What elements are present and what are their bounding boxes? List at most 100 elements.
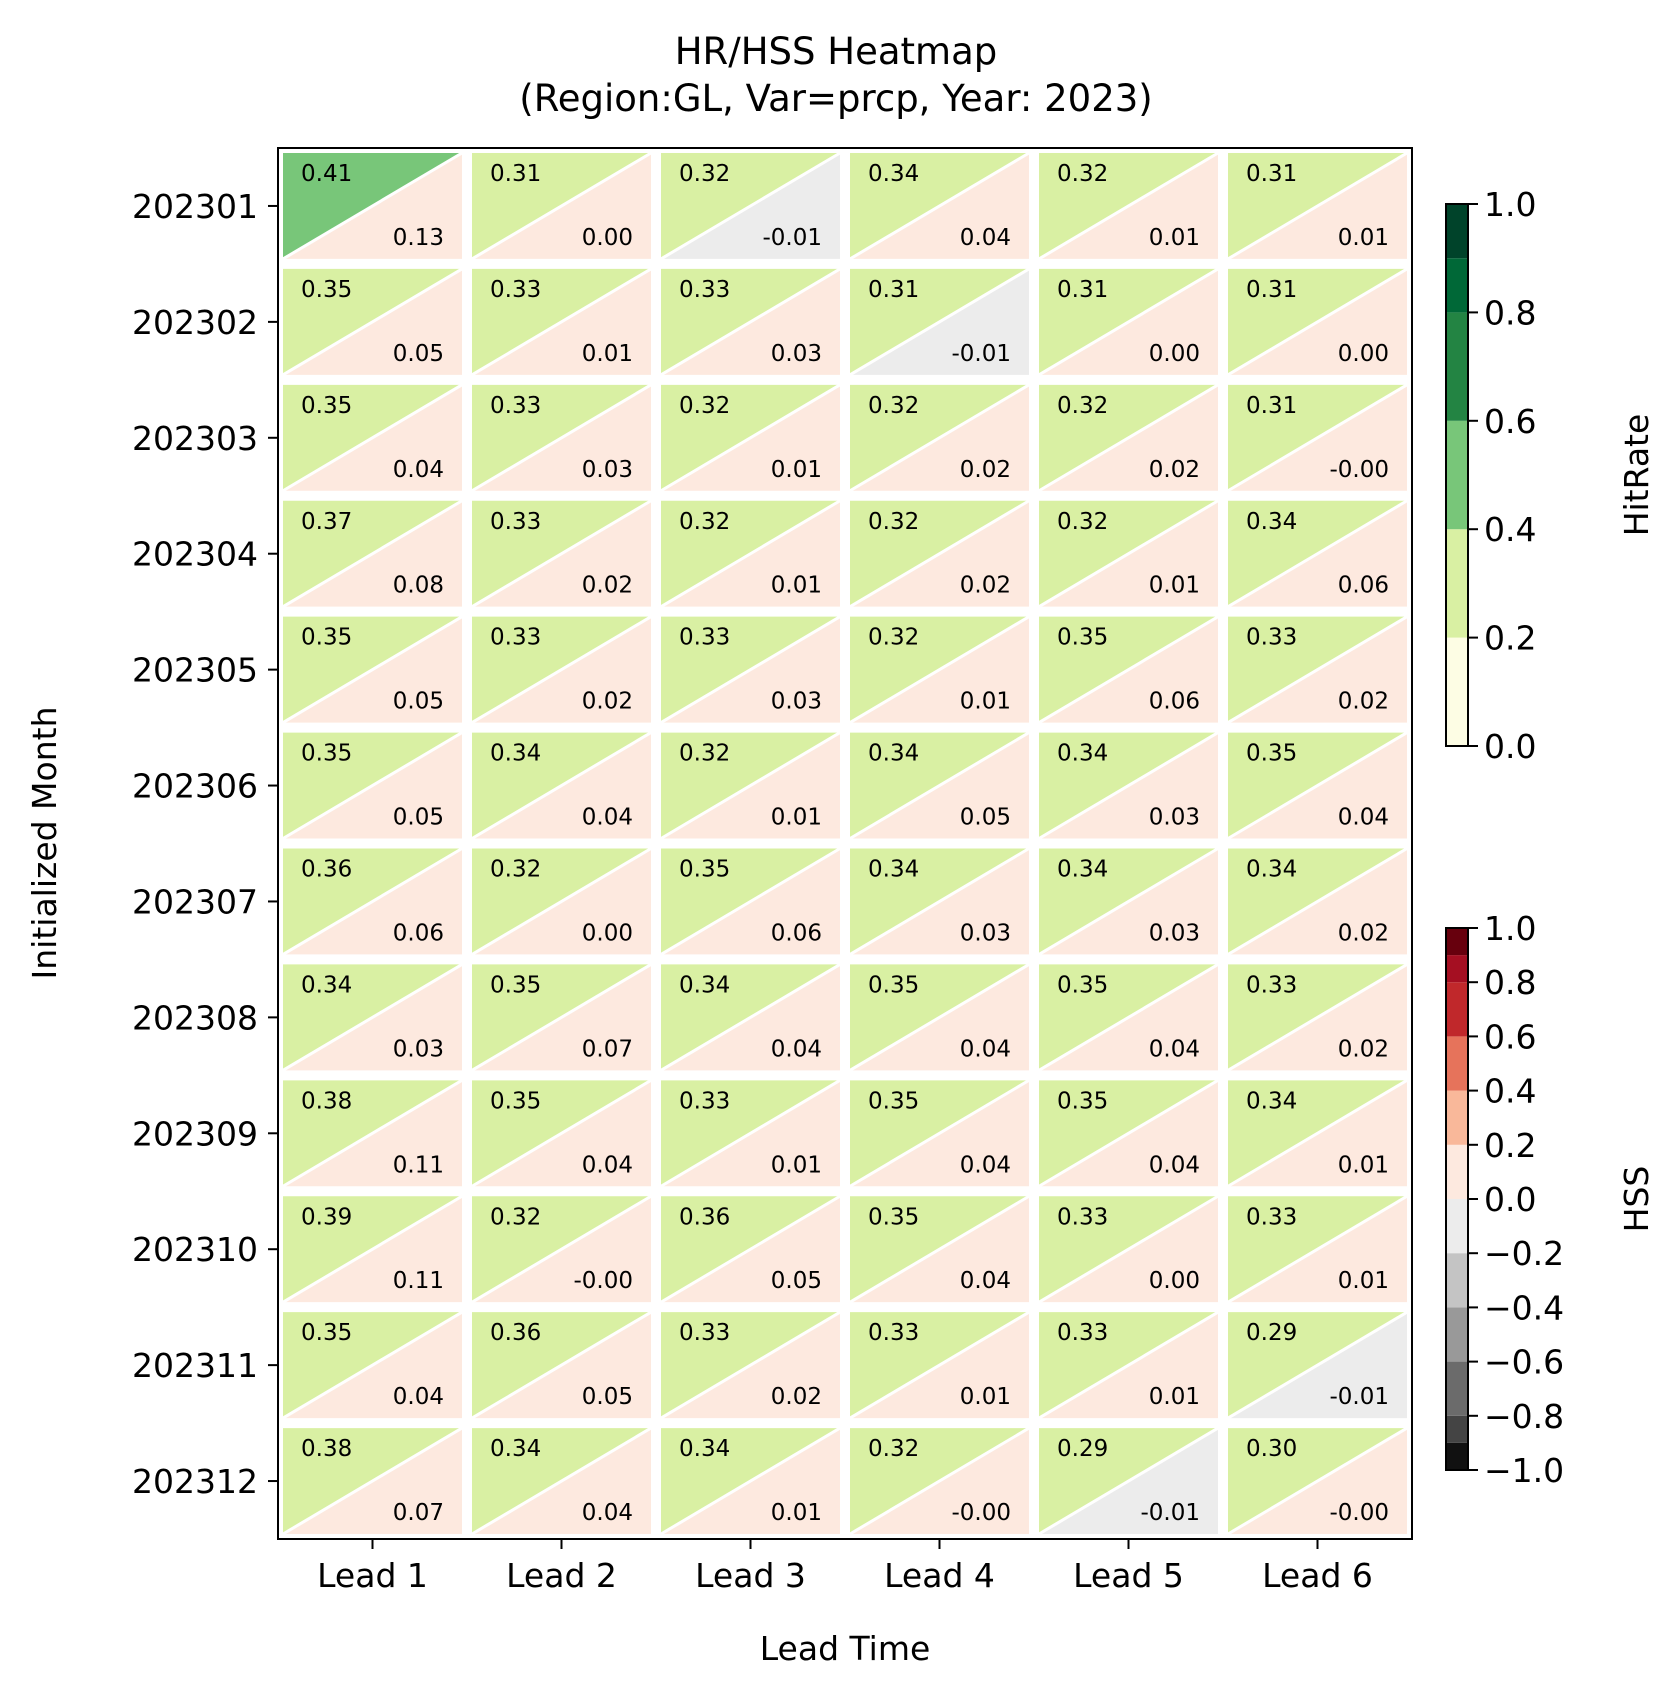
heatmap-cell: 0.35 0.05 — [282, 267, 463, 377]
heatmap-cell: 0.37 0.08 — [282, 499, 463, 608]
hss-label: 0.06 — [1338, 573, 1389, 599]
colorbar-tick-label: 0.4 — [1484, 510, 1536, 549]
hss-label: 0.02 — [1338, 1036, 1389, 1062]
heatmap-cell: 0.32 0.01 — [660, 499, 841, 608]
hss-label: 0.04 — [960, 1036, 1011, 1062]
hitrate-label: 0.34 — [1246, 509, 1297, 535]
x-tick-label: Lead 4 — [884, 1556, 995, 1595]
colorbar-segment — [1446, 1415, 1468, 1443]
heatmap-cell: 0.32 -0.01 — [660, 151, 841, 261]
y-tick-label: 202305 — [132, 651, 258, 690]
hss-label: 0.02 — [960, 457, 1011, 483]
y-tick-label: 202309 — [132, 1114, 258, 1153]
colorbar-segment — [1446, 928, 1468, 956]
chart-subtitle: (Region:GL, Var=prcp, Year: 2023) — [519, 77, 1152, 120]
hss-label: 0.06 — [771, 920, 822, 946]
hitrate-label: 0.33 — [679, 277, 730, 303]
hss-label: 0.03 — [1149, 920, 1200, 946]
hss-colorbar: −1.0 −0.8 −0.6 −0.4 −0.2 0.0 0.2 0.4 0.6 0.8 1.0 HS… — [1445, 909, 1656, 1490]
hitrate-label: 0.35 — [301, 741, 352, 767]
hitrate-label: 0.33 — [490, 625, 541, 651]
hss-label: 0.11 — [393, 1152, 444, 1178]
hss-label: 0.01 — [771, 1152, 822, 1178]
hitrate-label: 0.35 — [301, 1320, 352, 1346]
heatmap-cell: 0.33 0.01 — [660, 1079, 841, 1188]
hss-label: -0.00 — [1329, 457, 1389, 483]
hitrate-label: 0.35 — [1057, 972, 1108, 998]
hitrate-label: 0.32 — [868, 509, 919, 535]
hss-label: 0.01 — [771, 573, 822, 599]
hss-label: 0.00 — [1149, 341, 1200, 367]
heatmap-cell: 0.33 0.01 — [1038, 1310, 1219, 1420]
heatmap-cell: 0.35 0.06 — [1038, 615, 1219, 724]
hitrate-label: 0.35 — [868, 1204, 919, 1230]
hss-label: 0.04 — [960, 1152, 1011, 1178]
y-tick-label: 202307 — [132, 882, 258, 921]
heatmap-cell: 0.33 0.01 — [1227, 1194, 1408, 1304]
hss-label: -0.01 — [951, 341, 1011, 367]
colorbar-segment — [1446, 529, 1468, 638]
heatmap-cell: 0.35 0.04 — [471, 1079, 652, 1188]
heatmap-cell: 0.33 0.01 — [471, 267, 652, 377]
hitrate-label: 0.32 — [868, 1436, 919, 1462]
colorbar-label: HitRate — [1617, 414, 1656, 537]
hss-label: 0.02 — [1149, 457, 1200, 483]
hss-label: 0.02 — [960, 573, 1011, 599]
hitrate-label: 0.31 — [1246, 277, 1297, 303]
heatmap-cell: 0.33 0.02 — [660, 1310, 841, 1420]
heatmap-cell: 0.33 0.02 — [471, 615, 652, 724]
heatmap-cell: 0.32 0.02 — [849, 499, 1030, 608]
hitrate-label: 0.38 — [301, 1436, 352, 1462]
hitrate-label: 0.33 — [679, 1088, 730, 1114]
x-tick-label: Lead 1 — [317, 1556, 428, 1595]
hitrate-label: 0.35 — [301, 393, 352, 419]
heatmap-cell: 0.32 0.01 — [1038, 499, 1219, 608]
hitrate-label: 0.32 — [679, 161, 730, 187]
hitrate-label: 0.33 — [490, 277, 541, 303]
hss-label: 0.05 — [393, 341, 444, 367]
hitrate-label: 0.33 — [1057, 1320, 1108, 1346]
colorbar-tick-label: −0.8 — [1484, 1397, 1564, 1436]
hitrate-label: 0.36 — [301, 857, 352, 883]
hss-label: 0.02 — [582, 573, 633, 599]
heatmap-cell: 0.35 0.04 — [849, 1194, 1030, 1304]
y-tick-label: 202301 — [132, 187, 258, 226]
hitrate-label: 0.34 — [301, 972, 352, 998]
colorbar-tick-label: −0.4 — [1484, 1288, 1564, 1327]
y-tick-label: 202312 — [132, 1462, 258, 1501]
hss-label: 0.05 — [393, 689, 444, 715]
hss-label: 0.04 — [1149, 1152, 1200, 1178]
hitrate-label: 0.34 — [868, 741, 919, 767]
heatmap-cell: 0.34 0.03 — [1038, 731, 1219, 840]
hss-label: -0.00 — [951, 1500, 1011, 1526]
colorbar-tick-label: 0.2 — [1484, 619, 1536, 658]
hitrate-label: 0.35 — [868, 972, 919, 998]
colorbar-segment — [1446, 1253, 1468, 1308]
hss-label: -0.01 — [762, 225, 822, 251]
colorbar-segment — [1446, 1036, 1468, 1091]
heatmap-cell: 0.29 -0.01 — [1038, 1426, 1219, 1536]
colorbar-segment — [1446, 955, 1468, 983]
hitrate-label: 0.32 — [679, 393, 730, 419]
hitrate-label: 0.32 — [1057, 393, 1108, 419]
y-tick-label: 202311 — [132, 1346, 258, 1385]
hss-label: 0.04 — [582, 805, 633, 831]
colorbar-segment — [1446, 420, 1468, 530]
x-tick-label: Lead 5 — [1073, 1556, 1184, 1595]
hss-label: 0.00 — [582, 225, 633, 251]
hss-label: -0.00 — [1329, 1500, 1389, 1526]
heatmap-cell: 0.33 0.03 — [660, 615, 841, 724]
hss-label: 0.04 — [1338, 805, 1389, 831]
hss-label: 0.05 — [582, 1384, 633, 1410]
hitrate-label: 0.33 — [1057, 1204, 1108, 1230]
hitrate-label: 0.34 — [679, 972, 730, 998]
hss-label: 0.04 — [393, 1384, 444, 1410]
colorbar-tick-label: 0.6 — [1484, 1017, 1536, 1056]
hitrate-label: 0.36 — [490, 1320, 541, 1346]
hitrate-label: 0.35 — [1057, 625, 1108, 651]
hitrate-label: 0.32 — [679, 741, 730, 767]
hss-label: 0.02 — [1338, 920, 1389, 946]
colorbar-tick-label: 0.0 — [1484, 1180, 1536, 1219]
heatmap-cell: 0.34 0.03 — [1038, 847, 1219, 956]
heatmap-cell: 0.32 0.02 — [849, 383, 1030, 493]
